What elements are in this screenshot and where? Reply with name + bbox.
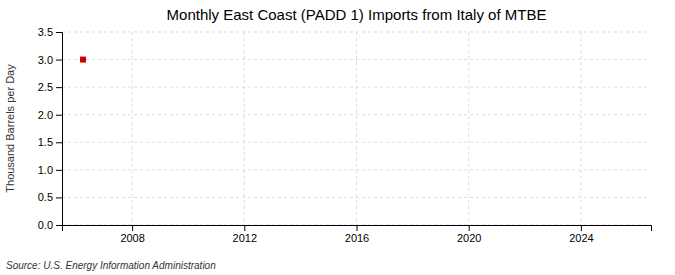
grid-line [62, 32, 651, 33]
tick: 1.0 [38, 164, 62, 176]
tick-label: 1.0 [38, 164, 53, 176]
points [80, 57, 86, 63]
tick-label: 3.5 [38, 26, 53, 38]
tick: 2.0 [38, 109, 62, 121]
grid-line [62, 169, 651, 170]
title: Monthly East Coast (PADD 1) Imports from… [167, 6, 547, 23]
tick-mark [56, 225, 62, 226]
tick: 3.0 [38, 54, 62, 66]
tick: 2016 [345, 225, 369, 244]
tick-label: 2.5 [38, 81, 53, 93]
tick: 2020 [457, 225, 481, 244]
tick: 2008 [120, 225, 144, 244]
grid-line [244, 32, 245, 225]
tick-label: 0.5 [38, 191, 53, 203]
tick-label: 2020 [457, 232, 481, 244]
chart: 2008 2012 2016 2020 2024 0.0 0.5 1.0 1.5 2.0 2.5 3.… [0, 0, 675, 275]
data-point [80, 57, 86, 63]
tick-mark [56, 115, 62, 116]
grid-line [62, 142, 651, 143]
grid-line [356, 32, 357, 225]
grid-line [62, 114, 651, 115]
tick-label: 3.0 [38, 54, 53, 66]
x-axis: 2008 2012 2016 2020 2024 [63, 225, 652, 244]
tick: 2024 [569, 225, 593, 244]
tick-mark [581, 225, 582, 231]
grid-line [62, 59, 651, 60]
tick-mark [469, 225, 470, 231]
tick-label: 2024 [569, 232, 593, 244]
tick-mark [56, 60, 62, 61]
plot: 2008 2012 2016 2020 2024 0.0 0.5 1.0 1.5 2.0 2.5 3.… [38, 26, 652, 244]
tick: 2.5 [38, 81, 62, 93]
tick-label: 2008 [120, 232, 144, 244]
grid-line [62, 87, 651, 88]
tick: 0.5 [38, 191, 62, 203]
tick-label: 0.0 [38, 219, 53, 231]
grid [62, 32, 651, 225]
tick: 1.5 [38, 136, 62, 148]
y-axis-label: Thousand Barrels per Day [4, 64, 16, 193]
tick-label: 1.5 [38, 136, 53, 148]
tick-mark [56, 32, 62, 33]
tick-mark [244, 225, 245, 231]
source-note: Source: U.S. Energy Information Administ… [6, 260, 216, 271]
grid-line [468, 32, 469, 225]
tick: 0.0 [38, 219, 62, 231]
tick-mark [132, 225, 133, 231]
grid-line [132, 32, 133, 225]
axis-line [63, 226, 652, 232]
tick-label: 2016 [345, 232, 369, 244]
tick: 3.5 [38, 26, 62, 38]
tick-mark [357, 225, 358, 231]
tick-mark [56, 87, 62, 88]
tick-mark [56, 170, 62, 171]
tick-mark [56, 197, 62, 198]
tick-label: 2012 [233, 232, 257, 244]
y-axis: 0.0 0.5 1.0 1.5 2.0 2.5 3.0 3.5 [38, 26, 63, 231]
tick-mark [56, 142, 62, 143]
tick-label: 2.0 [38, 109, 53, 121]
tick: 2012 [233, 225, 257, 244]
grid-line [580, 32, 581, 225]
axis-line [56, 33, 63, 226]
grid-line [62, 197, 651, 198]
